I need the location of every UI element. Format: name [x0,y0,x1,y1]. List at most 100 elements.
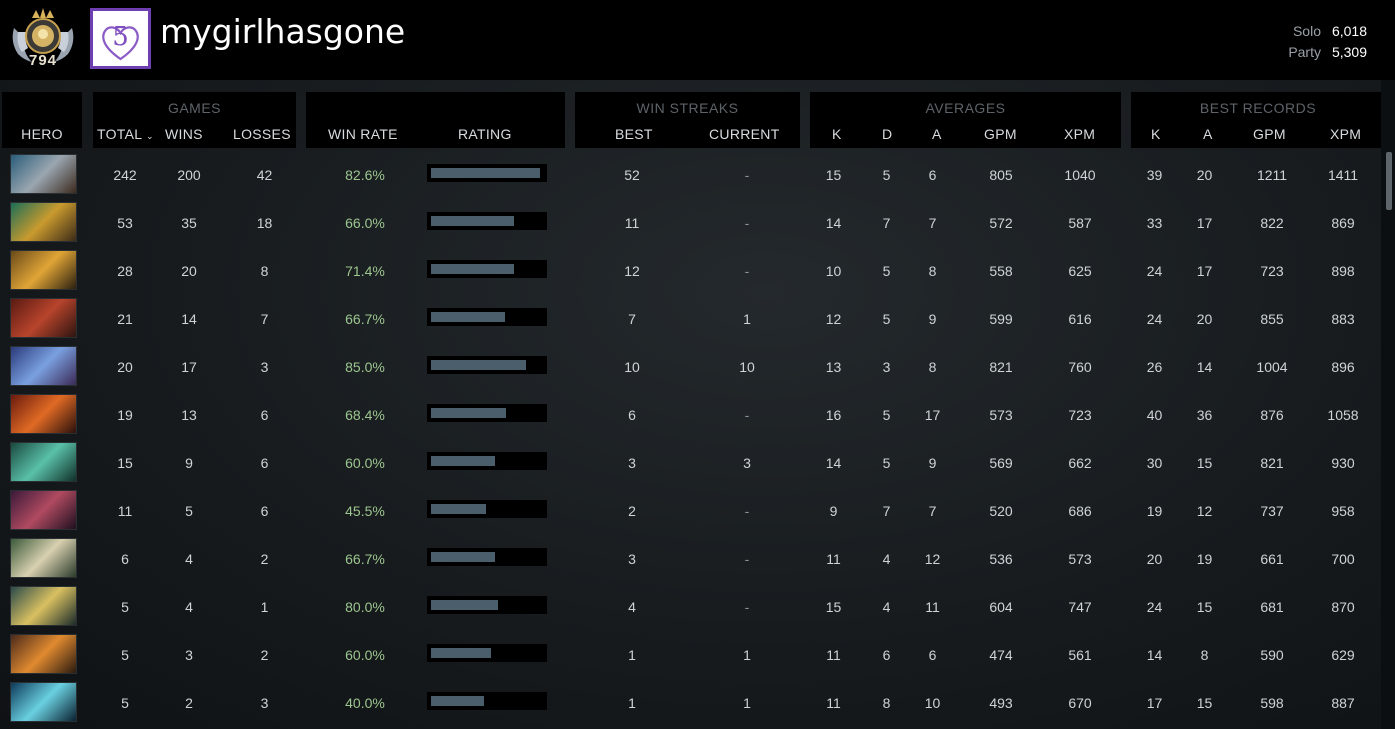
svg-text:5: 5 [112,22,129,52]
table-row[interactable]: 28 20 8 71.4% 12 - 10 5 8 558 625 24 17 723 898 [0,248,1380,296]
best-streak-header[interactable]: BEST [615,126,653,142]
table-row[interactable]: 242 200 42 82.6% 52 - 15 5 6 805 1040 39 20 1211 1411 [0,152,1380,200]
hero-portrait-icon[interactable] [10,538,77,578]
cell-best-gpm: 590 [1260,647,1284,663]
table-row[interactable]: 15 9 6 60.0% 3 3 14 5 9 569 662 30 15 821 930 [0,440,1380,488]
cell-d: 4 [882,599,891,615]
losses-header[interactable]: LOSSES [233,126,291,142]
hero-portrait-icon[interactable] [10,202,77,242]
wins-header[interactable]: WINS [165,126,203,142]
hero-portrait-icon[interactable] [10,442,77,482]
cell-a: 7 [928,503,937,519]
table-row[interactable]: 5 3 2 60.0% 1 1 11 6 6 474 561 14 8 590 629 [0,632,1380,680]
cell-xpm: 561 [1068,647,1092,663]
win-rate-header[interactable]: WIN RATE [328,126,398,142]
avatar[interactable]: 5 [90,8,151,69]
best-kills-header[interactable]: K [1151,126,1161,142]
avg-xpm-header[interactable]: XPM [1064,126,1096,142]
cell-best: 2 [628,503,636,519]
hero-portrait-icon[interactable] [10,298,77,338]
cell-xpm: 1040 [1064,167,1096,183]
games-header-group: GAMES TOTAL ⌄ WINS LOSSES [93,92,296,148]
cell-best-k: 39 [1146,167,1163,183]
cell-xpm: 573 [1068,551,1092,567]
table-row[interactable]: 5 4 1 80.0% 4 - 15 4 11 604 747 24 15 681 870 [0,584,1380,632]
hero-portrait-icon[interactable] [10,634,77,674]
cell-best-gpm: 1004 [1256,359,1288,375]
cell-gpm: 536 [989,551,1013,567]
cell-best-gpm: 661 [1260,551,1284,567]
cell-best-xpm: 700 [1331,551,1355,567]
rating-bar [427,308,547,326]
table-row[interactable]: 53 35 18 66.0% 11 - 14 7 7 572 587 33 17 822 869 [0,200,1380,248]
sort-chevron-icon: ⌄ [146,131,154,141]
best-gpm-header[interactable]: GPM [1253,126,1286,142]
hero-portrait-icon[interactable] [10,250,77,290]
cell-wins: 17 [181,359,197,375]
avg-deaths-header[interactable]: D [882,126,893,142]
cell-k: 14 [825,455,842,471]
cell-best-xpm: 896 [1331,359,1355,375]
current-streak-header[interactable]: CURRENT [709,126,780,142]
hero-portrait-icon[interactable] [10,682,77,722]
cell-gpm: 572 [989,215,1013,231]
cell-d: 5 [882,407,891,423]
hero-portrait-icon[interactable] [10,394,77,434]
cell-d: 4 [882,551,891,567]
hero-column-header[interactable]: HERO [2,92,82,148]
cell-best-a: 17 [1196,263,1213,279]
cell-wins: 4 [185,551,193,567]
cell-a: 17 [924,407,941,423]
cell-gpm: 604 [989,599,1013,615]
cell-best-a: 8 [1200,647,1209,663]
cell-a: 11 [925,599,940,615]
table-row[interactable]: 19 13 6 68.4% 6 - 16 5 17 573 723 40 36 876 1058 [0,392,1380,440]
scrollbar-thumb[interactable] [1386,152,1392,210]
cell-losses: 2 [260,551,269,567]
cell-k: 12 [825,311,842,327]
rating-bar [427,404,547,422]
cell-xpm: 625 [1068,263,1092,279]
avg-gpm-header[interactable]: GPM [984,126,1017,142]
best-assists-header[interactable]: A [1203,126,1213,142]
cell-losses: 6 [260,407,269,423]
cell-win-rate: 60.0% [345,647,385,663]
cell-xpm: 616 [1068,311,1092,327]
averages-group-title: AVERAGES [925,100,1006,116]
hero-portrait-icon[interactable] [10,346,77,386]
cell-d: 5 [882,455,891,471]
table-row[interactable]: 11 5 6 45.5% 2 - 9 7 7 520 686 19 12 737 958 [0,488,1380,536]
rating-header[interactable]: RATING [458,126,512,142]
best-xpm-header[interactable]: XPM [1330,126,1362,142]
avg-kills-header[interactable]: K [832,126,842,142]
cell-xpm: 760 [1068,359,1092,375]
cell-gpm: 805 [989,167,1013,183]
table-row[interactable]: 6 4 2 66.7% 3 - 11 4 12 536 573 20 19 661 700 [0,536,1380,584]
total-header-label: TOTAL [97,126,142,142]
cell-a: 6 [928,167,937,183]
cell-best: 3 [628,551,636,567]
cell-win-rate: 40.0% [345,695,385,711]
cell-best-gpm: 681 [1260,599,1284,615]
cell-k: 14 [825,215,842,231]
cell-a: 8 [928,263,937,279]
table-row[interactable]: 21 14 7 66.7% 7 1 12 5 9 599 616 24 20 855 883 [0,296,1380,344]
table-row[interactable]: 20 17 3 85.0% 10 10 13 3 8 821 760 26 14 1004 896 [0,344,1380,392]
table-row[interactable]: 5 2 3 40.0% 1 1 11 8 10 493 670 17 15 598 887 [0,680,1380,728]
cell-best: 3 [628,455,636,471]
avg-assists-header[interactable]: A [932,126,942,142]
rating-bar [427,164,547,182]
cell-wins: 4 [185,599,193,615]
cell-best: 1 [628,647,636,663]
total-header[interactable]: TOTAL ⌄ [97,126,154,142]
cell-total: 19 [117,407,133,423]
scrollbar-track[interactable] [1381,80,1395,729]
avatar-image: 5 [102,22,139,61]
cell-k: 10 [825,263,842,279]
rating-bar-fill [431,408,506,418]
mmr-panel: Solo 6,018 Party 5,309 [1281,20,1367,62]
hero-portrait-icon[interactable] [10,154,77,194]
cell-best: 6 [628,407,636,423]
hero-portrait-icon[interactable] [10,586,77,626]
hero-portrait-icon[interactable] [10,490,77,530]
